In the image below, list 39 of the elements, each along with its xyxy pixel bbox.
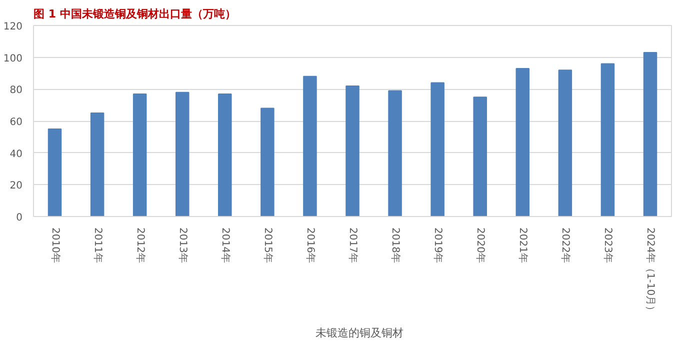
x-tick-label: 2021年 <box>517 228 530 263</box>
y-tick-label: 100 <box>3 53 23 64</box>
chart-title: 图 1 中国未锻造铜及铜材出口量（万吨） <box>34 8 236 20</box>
x-tick-label: 2019年 <box>432 228 444 263</box>
bar <box>175 92 190 216</box>
y-tick-label: 40 <box>10 148 23 160</box>
bar <box>430 82 444 216</box>
x-tick-label: 2024年（1-10月） <box>644 228 657 316</box>
bar <box>90 112 104 216</box>
bar <box>48 128 62 216</box>
x-tick-label: 2013年 <box>176 228 189 263</box>
bar <box>346 85 360 216</box>
y-tick-label: 120 <box>3 22 23 32</box>
bar <box>473 96 487 216</box>
bar <box>260 108 274 216</box>
bar <box>303 76 317 216</box>
x-tick-label: 2015年 <box>262 228 274 263</box>
bar <box>218 93 232 216</box>
x-tick-label: 2011年 <box>92 228 104 263</box>
y-tick-label: 60 <box>10 117 23 128</box>
y-tick-label: 0 <box>16 212 23 224</box>
x-tick-label: 2012年 <box>134 228 146 263</box>
x-tick-label: 2014年 <box>219 228 232 263</box>
bar <box>600 63 615 216</box>
y-tick-label: 20 <box>10 180 23 192</box>
x-tick-label: 2016年 <box>304 228 316 263</box>
x-tick-label: 2020年 <box>474 228 487 263</box>
x-tick-label: 2018年 <box>390 228 402 263</box>
x-tick-label: 2010年 <box>49 228 62 263</box>
bar <box>516 68 530 216</box>
bar <box>388 90 402 216</box>
text: 未锻造的铜及铜材 <box>316 326 404 340</box>
x-tick-label: 2023年 <box>602 228 614 263</box>
bar <box>558 70 572 216</box>
y-tick-label: 80 <box>10 85 23 96</box>
bar <box>643 52 658 216</box>
x-tick-label: 2017年 <box>347 228 359 263</box>
bar <box>132 93 147 216</box>
x-tick-label: 2022年 <box>560 228 572 263</box>
